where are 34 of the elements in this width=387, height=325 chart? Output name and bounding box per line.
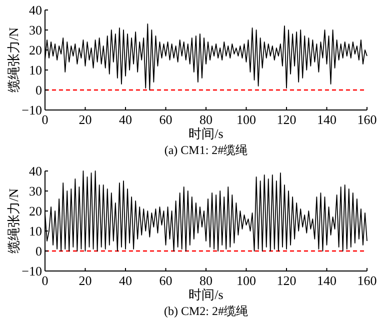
x-tick-label: 20 (78, 112, 92, 127)
x-tick-label: 40 (119, 273, 132, 288)
x-tick-label: 120 (276, 273, 296, 288)
y-tick-label: 30 (29, 184, 42, 198)
y-tick-label: −10 (22, 264, 42, 278)
y-tick-label: 40 (29, 2, 42, 18)
y-tick-label: 0 (36, 82, 42, 98)
x-tick-label: 60 (159, 112, 172, 127)
text: (a) CM1: 2#缆绳 (164, 143, 248, 157)
x-tick-label: 140 (317, 112, 336, 127)
text: (b) CM2: 2#缆绳 (164, 304, 248, 318)
x-tick-label: 160 (357, 112, 377, 127)
x-tick-label: 100 (236, 273, 256, 288)
y-tick-label: 10 (29, 62, 42, 78)
y-axis-title: 缆绳张力/N (6, 188, 21, 254)
y-tick-label: −10 (22, 102, 42, 118)
y-tick-label: 40 (29, 164, 42, 178)
x-tick-label: 40 (119, 112, 132, 127)
x-tick-label: 120 (276, 112, 296, 127)
x-tick-label: 80 (200, 273, 212, 288)
x-tick-label: 80 (200, 112, 212, 127)
y-tick-label: 20 (29, 204, 42, 218)
x-tick-label: 60 (159, 273, 172, 288)
y-tick-label: 10 (29, 224, 42, 238)
x-axis-title: 时间/s (188, 126, 224, 141)
x-tick-label: 160 (357, 273, 377, 288)
x-tick-label: 20 (78, 273, 92, 288)
y-axis-title: 缆绳张力/N (6, 26, 21, 92)
x-tick-label: 100 (236, 112, 256, 127)
y-tick-label: 20 (29, 42, 42, 58)
x-tick-label: 140 (317, 273, 336, 288)
y-tick-label: 0 (36, 244, 42, 258)
y-tick-label: 30 (29, 22, 42, 38)
x-axis-title: 时间/s (188, 287, 224, 302)
